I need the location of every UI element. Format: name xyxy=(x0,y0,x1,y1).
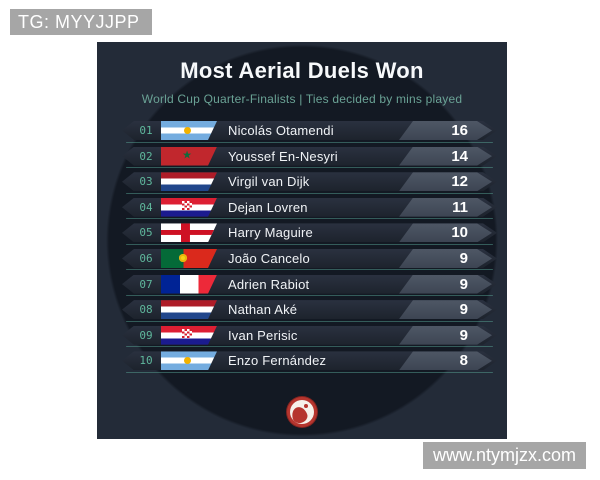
table-row-bar: 06 João Cancelo 9 xyxy=(122,249,497,268)
country-flag-icon xyxy=(161,300,217,319)
row-underline xyxy=(126,218,493,220)
row-underline xyxy=(126,320,493,322)
value-badge: 9 xyxy=(399,275,492,294)
table-row: 03 Virgil van Dijk 12 xyxy=(122,172,497,194)
rank-label: 10 xyxy=(139,354,153,368)
row-underline xyxy=(126,371,493,373)
row-underline xyxy=(126,346,493,348)
rank-label: 03 xyxy=(139,175,153,189)
rank-label: 04 xyxy=(139,200,153,214)
publisher-logo-icon xyxy=(287,397,317,427)
table-row: 08 Nathan Aké 9 xyxy=(122,300,497,322)
value-badge: 14 xyxy=(399,147,492,166)
table-row-bar: 04 Dejan Lovren 11 xyxy=(122,198,497,217)
value-label: 16 xyxy=(451,122,468,139)
rank-label: 07 xyxy=(139,277,153,291)
value-badge: 9 xyxy=(399,326,492,345)
value-badge: 11 xyxy=(399,198,492,217)
player-name: Adrien Rabiot xyxy=(228,276,310,292)
logo-dot xyxy=(304,404,308,408)
rank-label: 08 xyxy=(139,303,153,317)
player-name: Dejan Lovren xyxy=(228,199,308,215)
watermark-website: www.ntymjzx.com xyxy=(422,442,586,469)
row-underline xyxy=(126,243,493,245)
table-row-bar: 03 Virgil van Dijk 12 xyxy=(122,172,497,191)
value-label: 14 xyxy=(451,147,468,165)
logo-inner-disc xyxy=(290,400,314,424)
value-badge: 9 xyxy=(399,300,492,319)
value-label: 9 xyxy=(459,301,468,319)
row-underline xyxy=(126,141,493,143)
value-label: 12 xyxy=(451,173,468,191)
country-flag-icon xyxy=(161,172,217,191)
table-row-bar: 02 Youssef En-Nesyri 14 xyxy=(122,147,497,166)
table-row: 02 Youssef En-Nesyri 14 xyxy=(122,147,497,169)
table-row-bar: 10 Enzo Fernández 8 xyxy=(122,351,497,370)
value-label: 8 xyxy=(459,352,468,370)
stats-card: Most Aerial Duels Won World Cup Quarter-… xyxy=(97,42,507,439)
player-name: Virgil van Dijk xyxy=(228,174,310,190)
table-row-bar: 07 Adrien Rabiot 9 xyxy=(122,275,497,294)
player-name: Nathan Aké xyxy=(228,302,298,318)
row-underline xyxy=(126,269,493,271)
value-badge: 9 xyxy=(399,249,492,268)
page-title: Most Aerial Duels Won xyxy=(180,58,424,83)
player-name: Enzo Fernández xyxy=(228,353,327,369)
table-row: 04 Dejan Lovren 11 xyxy=(122,198,497,220)
row-underline xyxy=(126,167,493,169)
value-label: 11 xyxy=(452,198,468,216)
player-name: Harry Maguire xyxy=(228,225,313,241)
rank-label: 06 xyxy=(139,251,153,265)
country-flag-icon xyxy=(161,223,217,242)
page-subtitle: World Cup Quarter-Finalists | Ties decid… xyxy=(141,92,463,106)
country-flag-icon xyxy=(161,198,217,217)
player-name: Youssef En-Nesyri xyxy=(228,148,338,164)
table-row-bar: 09 Ivan Perisic 9 xyxy=(122,326,497,345)
table-row: 07 Adrien Rabiot 9 xyxy=(122,275,497,297)
leaderboard: 01 Nicolás Otamendi 16 02 Youssef En-Nes… xyxy=(122,121,497,373)
country-flag-icon xyxy=(161,121,217,140)
country-flag-icon xyxy=(161,326,217,345)
row-underline xyxy=(126,192,493,194)
table-row-bar: 05 Harry Maguire 10 xyxy=(122,223,497,242)
table-row: 10 Enzo Fernández 8 xyxy=(122,351,497,373)
player-name: Ivan Perisic xyxy=(228,327,298,343)
value-badge: 12 xyxy=(399,172,492,191)
rank-label: 01 xyxy=(139,124,153,137)
rank-label: 09 xyxy=(139,328,153,342)
country-flag-icon xyxy=(161,249,217,268)
table-row: 06 João Cancelo 9 xyxy=(122,249,497,271)
watermark-telegram: TG: MYYJJPP xyxy=(10,9,152,35)
rank-label: 05 xyxy=(139,226,153,240)
table-row: 09 Ivan Perisic 9 xyxy=(122,326,497,348)
value-badge: 16 xyxy=(399,121,492,140)
country-flag-icon xyxy=(161,147,217,166)
rank-label: 02 xyxy=(139,149,153,163)
table-row: 01 Nicolás Otamendi 16 xyxy=(122,121,497,143)
country-flag-icon xyxy=(161,275,217,294)
row-underline xyxy=(126,295,493,297)
value-label: 9 xyxy=(459,249,468,267)
value-badge: 8 xyxy=(399,351,492,370)
table-row: 05 Harry Maguire 10 xyxy=(122,223,497,245)
table-row-bar: 08 Nathan Aké 9 xyxy=(122,300,497,319)
value-label: 10 xyxy=(451,224,468,242)
value-badge: 10 xyxy=(399,223,492,242)
value-label: 9 xyxy=(459,275,468,293)
player-name: João Cancelo xyxy=(228,250,310,266)
table-row-bar: 01 Nicolás Otamendi 16 xyxy=(122,121,497,140)
value-label: 9 xyxy=(459,326,468,344)
country-flag-icon xyxy=(161,351,217,370)
player-name: Nicolás Otamendi xyxy=(228,123,334,138)
